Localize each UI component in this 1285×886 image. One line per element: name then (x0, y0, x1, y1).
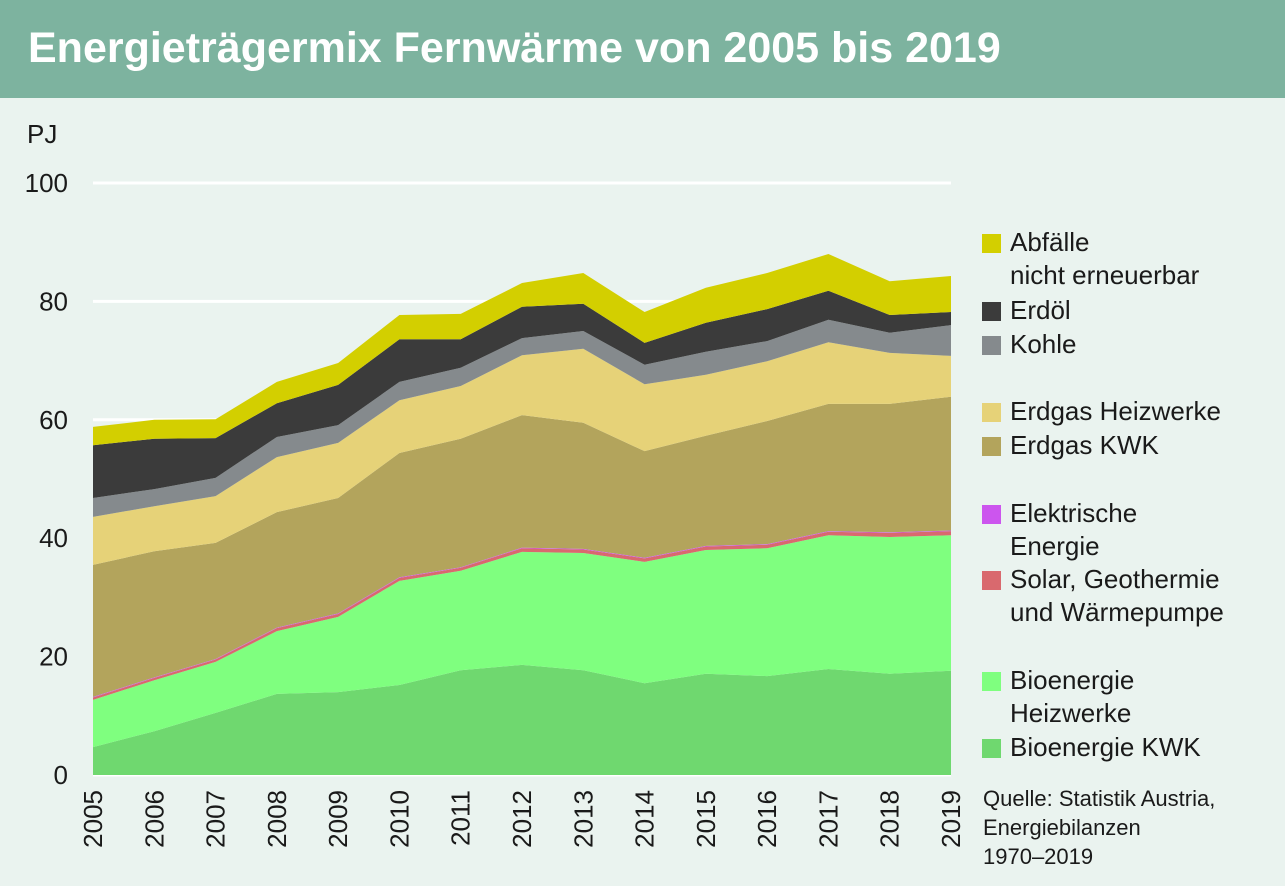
x-tick-label: 2007 (201, 790, 231, 848)
y-tick-label: 80 (39, 286, 68, 316)
x-tick-label: 2019 (936, 790, 966, 848)
chart-title: Energieträgermix Fernwärme von 2005 bis … (28, 24, 1001, 72)
x-tick-label: 2017 (813, 790, 843, 848)
x-tick-label: 2010 (384, 790, 414, 848)
area (93, 535, 951, 748)
legend-label: Abfälle nicht erneuerbar (1010, 227, 1200, 290)
header-band (0, 0, 1285, 98)
legend-swatch (982, 505, 1001, 524)
y-axis-label: PJ (27, 119, 57, 149)
y-tick-label: 100 (25, 168, 68, 198)
legend-swatch (982, 336, 1001, 355)
legend-label: Elektrische Energie (1010, 498, 1138, 561)
area (93, 254, 951, 446)
x-tick-label: 2014 (630, 790, 660, 848)
legend-label: Kohle (1010, 329, 1077, 359)
legend-swatch (982, 571, 1001, 590)
legend-swatch (982, 739, 1001, 758)
legend-swatch (982, 437, 1001, 456)
area (93, 319, 951, 517)
legend-swatch (982, 234, 1001, 253)
x-tick-label: 2011 (446, 790, 476, 846)
x-tick-label: 2018 (875, 790, 905, 848)
x-tick-label: 2016 (752, 790, 782, 848)
source-note: Quelle: Statistik Austria, Energiebilanz… (983, 786, 1216, 869)
legend-swatch (982, 302, 1001, 321)
x-tick-label: 2015 (691, 790, 721, 848)
y-tick-label: 0 (54, 760, 68, 790)
x-tick-label: 2008 (262, 790, 292, 848)
legend-label: Erdgas Heizwerke (1010, 396, 1221, 426)
area (93, 664, 951, 775)
area (93, 396, 951, 697)
y-tick-label: 40 (39, 523, 68, 553)
legend-label: Erdgas KWK (1010, 430, 1159, 460)
x-tick-label: 2012 (507, 790, 537, 848)
legend-label: Bioenergie KWK (1010, 732, 1201, 762)
legend-swatch (982, 672, 1001, 691)
area (93, 342, 951, 565)
area (93, 290, 951, 498)
legend-swatch (982, 403, 1001, 422)
y-tick-label: 60 (39, 405, 68, 435)
x-tick-label: 2009 (323, 790, 353, 848)
x-tick-label: 2005 (78, 790, 108, 848)
legend-label: Solar, Geothermie und Wärmepumpe (1010, 564, 1224, 627)
x-tick-label: 2013 (568, 790, 598, 848)
legend-label: Bioenergie Heizwerke (1010, 665, 1135, 728)
x-tick-label: 2006 (139, 790, 169, 848)
legend-label: Erdöl (1010, 295, 1071, 325)
y-tick-label: 20 (39, 642, 68, 672)
